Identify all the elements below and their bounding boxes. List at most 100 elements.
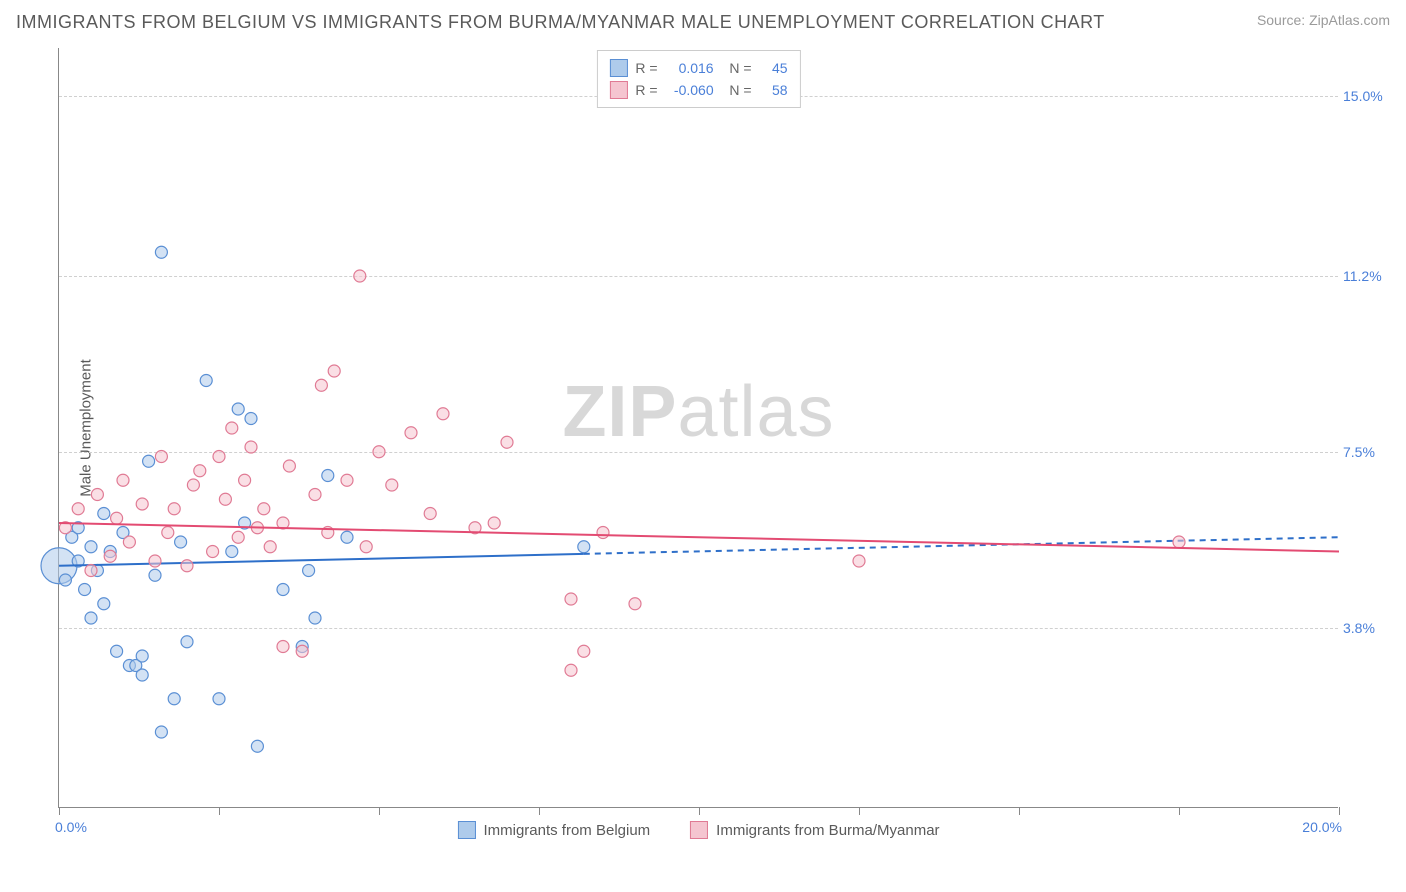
scatter-point xyxy=(488,517,500,529)
x-tick xyxy=(1339,807,1340,815)
scatter-point xyxy=(149,555,161,567)
scatter-point xyxy=(200,375,212,387)
scatter-point xyxy=(143,455,155,467)
scatter-point xyxy=(853,555,865,567)
stats-n-label: N = xyxy=(722,82,752,98)
scatter-point xyxy=(175,536,187,548)
scatter-point xyxy=(341,531,353,543)
scatter-point xyxy=(187,479,199,491)
scatter-point xyxy=(245,441,257,453)
scatter-point xyxy=(597,527,609,539)
x-axis-min-label: 0.0% xyxy=(55,819,87,835)
chart-header: IMMIGRANTS FROM BELGIUM VS IMMIGRANTS FR… xyxy=(16,12,1390,33)
scatter-point xyxy=(155,451,167,463)
legend-swatch-burma xyxy=(690,821,708,839)
x-tick xyxy=(59,807,60,815)
scatter-point xyxy=(315,379,327,391)
trend-line xyxy=(59,523,1339,552)
y-axis-tick-label: 15.0% xyxy=(1343,88,1398,104)
legend-label-burma: Immigrants from Burma/Myanmar xyxy=(716,822,939,839)
swatch-burma xyxy=(609,81,627,99)
scatter-point xyxy=(322,470,334,482)
scatter-point xyxy=(111,645,123,657)
scatter-point xyxy=(629,598,641,610)
scatter-point xyxy=(155,726,167,738)
scatter-point xyxy=(232,531,244,543)
scatter-point xyxy=(309,489,321,501)
y-axis-tick-label: 7.5% xyxy=(1343,444,1398,460)
chart-svg xyxy=(59,48,1338,807)
scatter-point xyxy=(104,550,116,562)
scatter-point xyxy=(251,740,263,752)
scatter-point xyxy=(213,693,225,705)
scatter-point xyxy=(168,693,180,705)
scatter-point xyxy=(578,541,590,553)
stats-legend-box: R = 0.016 N = 45 R = -0.060 N = 58 xyxy=(596,50,800,108)
stats-n-belgium: 45 xyxy=(760,60,788,76)
trend-line xyxy=(584,537,1339,554)
stats-n-burma: 58 xyxy=(760,82,788,98)
scatter-point xyxy=(226,422,238,434)
y-axis-tick-label: 3.8% xyxy=(1343,620,1398,636)
legend-item-belgium: Immigrants from Belgium xyxy=(457,821,650,839)
x-axis-max-label: 20.0% xyxy=(1302,819,1342,835)
scatter-point xyxy=(328,365,340,377)
swatch-belgium xyxy=(609,59,627,77)
scatter-point xyxy=(296,645,308,657)
x-tick xyxy=(539,807,540,815)
scatter-point xyxy=(303,565,315,577)
x-tick xyxy=(219,807,220,815)
scatter-point xyxy=(59,574,71,586)
x-tick xyxy=(859,807,860,815)
x-tick xyxy=(699,807,700,815)
scatter-point xyxy=(283,460,295,472)
scatter-point xyxy=(168,503,180,515)
scatter-point xyxy=(91,489,103,501)
scatter-point xyxy=(565,664,577,676)
plot-area: Male Unemployment ZIPatlas 3.8%7.5%11.2%… xyxy=(58,48,1338,808)
scatter-point xyxy=(264,541,276,553)
scatter-point xyxy=(123,536,135,548)
scatter-point xyxy=(232,403,244,415)
trend-line xyxy=(59,554,584,566)
stats-r-belgium: 0.016 xyxy=(666,60,714,76)
scatter-point xyxy=(181,636,193,648)
scatter-point xyxy=(226,546,238,558)
scatter-point xyxy=(219,493,231,505)
scatter-point xyxy=(98,508,110,520)
scatter-point xyxy=(258,503,270,515)
scatter-point xyxy=(85,612,97,624)
scatter-point xyxy=(405,427,417,439)
x-tick xyxy=(1019,807,1020,815)
scatter-point xyxy=(136,650,148,662)
scatter-point xyxy=(354,270,366,282)
stats-r-burma: -0.060 xyxy=(666,82,714,98)
legend-label-belgium: Immigrants from Belgium xyxy=(483,822,650,839)
scatter-point xyxy=(85,541,97,553)
scatter-point xyxy=(149,569,161,581)
stats-row-burma: R = -0.060 N = 58 xyxy=(609,79,787,101)
bottom-legend: Immigrants from Belgium Immigrants from … xyxy=(457,821,939,839)
scatter-point xyxy=(501,436,513,448)
scatter-point xyxy=(277,641,289,653)
scatter-point xyxy=(424,508,436,520)
scatter-point xyxy=(341,474,353,486)
stats-r-label: R = xyxy=(635,82,657,98)
scatter-point xyxy=(155,246,167,258)
scatter-point xyxy=(245,413,257,425)
scatter-point xyxy=(239,474,251,486)
scatter-point xyxy=(386,479,398,491)
stats-n-label: N = xyxy=(722,60,752,76)
scatter-point xyxy=(117,474,129,486)
scatter-point xyxy=(98,598,110,610)
x-tick xyxy=(1179,807,1180,815)
scatter-point xyxy=(1173,536,1185,548)
scatter-point xyxy=(360,541,372,553)
scatter-point xyxy=(373,446,385,458)
scatter-point xyxy=(578,645,590,657)
scatter-point xyxy=(111,512,123,524)
scatter-point xyxy=(277,584,289,596)
scatter-point xyxy=(437,408,449,420)
scatter-point xyxy=(309,612,321,624)
scatter-point xyxy=(213,451,225,463)
